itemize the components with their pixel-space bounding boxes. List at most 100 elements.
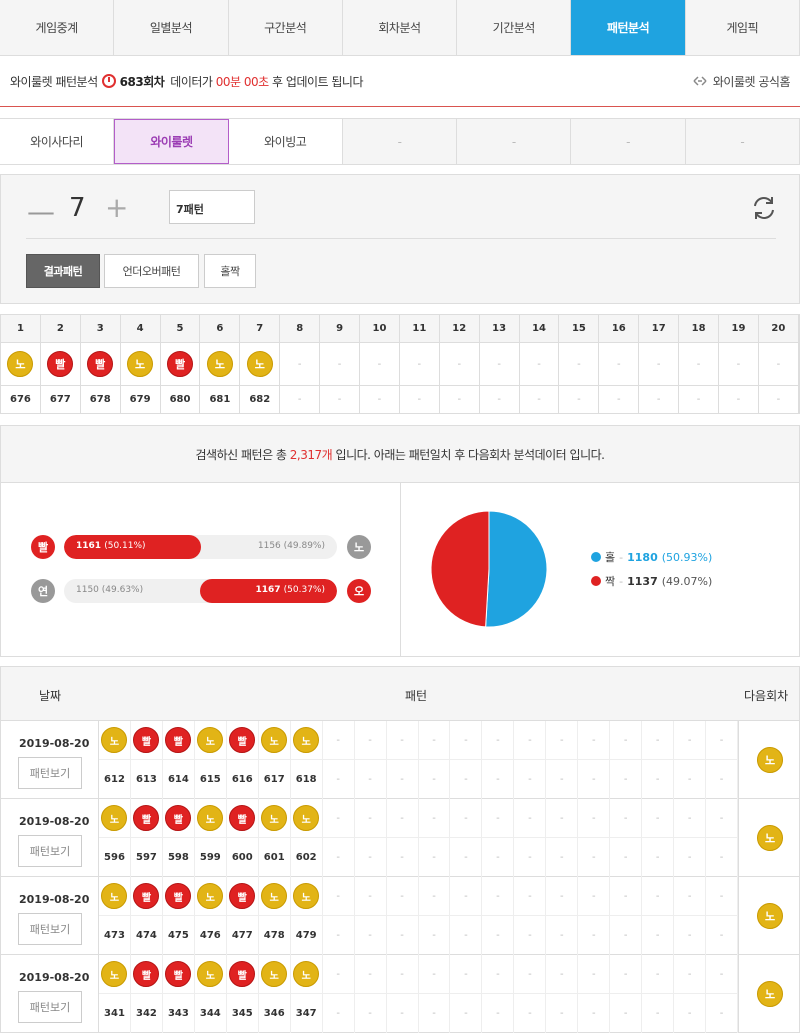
dash: - (619, 574, 624, 588)
empty-cell: - (578, 838, 611, 877)
empty-cell: - (387, 799, 419, 837)
next-round-cell: 노 (738, 955, 800, 1033)
result-ball: 노 (293, 805, 320, 831)
round-cell: - (679, 386, 720, 413)
pie-slice-even (430, 510, 490, 628)
empty-cell: - (482, 838, 515, 877)
ball-cell: 노 (99, 877, 131, 915)
round-cell: 342 (131, 994, 163, 1033)
pattern-type-button-0[interactable]: 결과패턴 (26, 254, 100, 288)
col-header: 14 (519, 315, 560, 342)
round-cell: - (559, 386, 600, 413)
official-link[interactable]: 와이룰렛 공식홈 (692, 73, 791, 90)
round-cell: 596 (99, 838, 131, 877)
empty-cell: - (642, 838, 675, 877)
subnav-item-2[interactable]: 와이빙고 (228, 119, 343, 164)
round-cell: 341 (99, 994, 131, 1033)
pattern-type-button-2[interactable]: 홀짝 (204, 254, 256, 288)
round-cell: - (719, 386, 759, 413)
col-header: 20 (758, 315, 799, 342)
empty-cell: - (642, 955, 675, 993)
result-ball: 빨 (165, 883, 192, 909)
empty-cell: - (546, 838, 579, 877)
empty-cell: - (674, 721, 707, 759)
pattern-select[interactable]: 7패턴 (169, 190, 255, 224)
empty-cell: - (578, 721, 611, 759)
col-header: 19 (719, 315, 759, 342)
empty-cell: - (450, 799, 483, 837)
subnav-item-3: - (342, 119, 458, 164)
increase-button[interactable]: + (105, 191, 129, 224)
empty-cell: - (706, 877, 739, 915)
round-cell: 616 (227, 760, 259, 799)
odd-value: 1180 (627, 550, 658, 564)
next-round-cell: 노 (738, 799, 800, 877)
info-label: 와이룰렛 패턴분석 (10, 74, 98, 89)
col-header: 1 (1, 315, 41, 342)
tab-2[interactable]: 구간분석 (229, 0, 343, 55)
pattern-control-panel: — 7 + 7패턴 결과패턴 언더오버패턴 홀짝 (0, 174, 800, 304)
ball-cell: - (480, 343, 520, 385)
round-cell: 612 (99, 760, 131, 799)
view-pattern-button[interactable]: 패턴보기 (18, 835, 82, 867)
info-bar: 와이룰렛 패턴분석 683회차 데이터가 00분 00초 후 업데이트 됩니다 … (0, 56, 800, 107)
empty-cell: - (355, 838, 387, 877)
subnav-item-0[interactable]: 와이사다리 (0, 119, 115, 164)
odd-label: 홀 (605, 551, 616, 564)
empty-cell: - (387, 838, 419, 877)
col-header: 15 (559, 315, 600, 342)
view-pattern-button[interactable]: 패턴보기 (18, 991, 82, 1023)
round-cell: 677 (41, 386, 81, 413)
result-ball: 노 (293, 961, 320, 987)
ball-cell: 노 (99, 799, 131, 837)
view-pattern-button[interactable]: 패턴보기 (18, 757, 82, 789)
subnav-item-1[interactable]: 와이룰렛 (114, 119, 229, 164)
ball-cell: 빨 (163, 721, 195, 759)
result-ball: 노 (293, 883, 320, 909)
red-yellow-bar: 1161 (50.11%) 1156 (49.89%) (64, 535, 337, 559)
empty-cell: - (323, 955, 355, 993)
empty-cell: - (482, 955, 515, 993)
result-ball: 노 (7, 351, 34, 377)
round-cell: 345 (227, 994, 259, 1033)
tab-0[interactable]: 게임중계 (0, 0, 115, 55)
tab-5[interactable]: 패턴분석 (571, 0, 686, 55)
ball-cell: 노 (200, 343, 241, 385)
refresh-icon[interactable] (749, 193, 779, 223)
round-cell: 347 (291, 994, 323, 1033)
result-ball: 노 (261, 961, 288, 987)
info-text-1: 데이터가 (170, 74, 213, 89)
empty-cell: - (419, 916, 451, 955)
ball-cell: 빨 (161, 343, 201, 385)
empty-cell: - (578, 877, 611, 915)
ball-cell: - (639, 343, 680, 385)
tab-1[interactable]: 일별분석 (114, 0, 229, 55)
result-ball: 빨 (133, 805, 160, 831)
result-date: 2019-08-20 (19, 737, 90, 750)
even-pct: (49.07%) (661, 574, 713, 588)
view-pattern-button[interactable]: 패턴보기 (18, 913, 82, 945)
tab-4[interactable]: 기간분석 (457, 0, 572, 55)
round-cell: - (360, 386, 400, 413)
even-dot (591, 576, 601, 586)
pattern-type-button-1[interactable]: 언더오버패턴 (104, 254, 199, 288)
round-cell: 680 (161, 386, 201, 413)
round-cell: - (440, 386, 480, 413)
ball-cell: 빨 (227, 799, 259, 837)
decrease-button[interactable]: — (27, 195, 55, 228)
bar-right-value: 1167 (50.37%) (255, 585, 325, 595)
empty-cell: - (546, 877, 579, 915)
ball-cell: 빨 (163, 799, 195, 837)
empty-cell: - (674, 994, 707, 1033)
tab-6[interactable]: 게임픽 (686, 0, 800, 55)
col-header: 9 (320, 315, 361, 342)
empty-cell: - (546, 955, 579, 993)
result-ball: 노 (197, 727, 224, 753)
round-cell: 346 (259, 994, 291, 1033)
dash: - (619, 550, 624, 564)
round-cell: - (280, 386, 321, 413)
empty-cell: - (387, 916, 419, 955)
tab-3[interactable]: 회차분석 (343, 0, 458, 55)
result-ball: 노 (101, 805, 128, 831)
